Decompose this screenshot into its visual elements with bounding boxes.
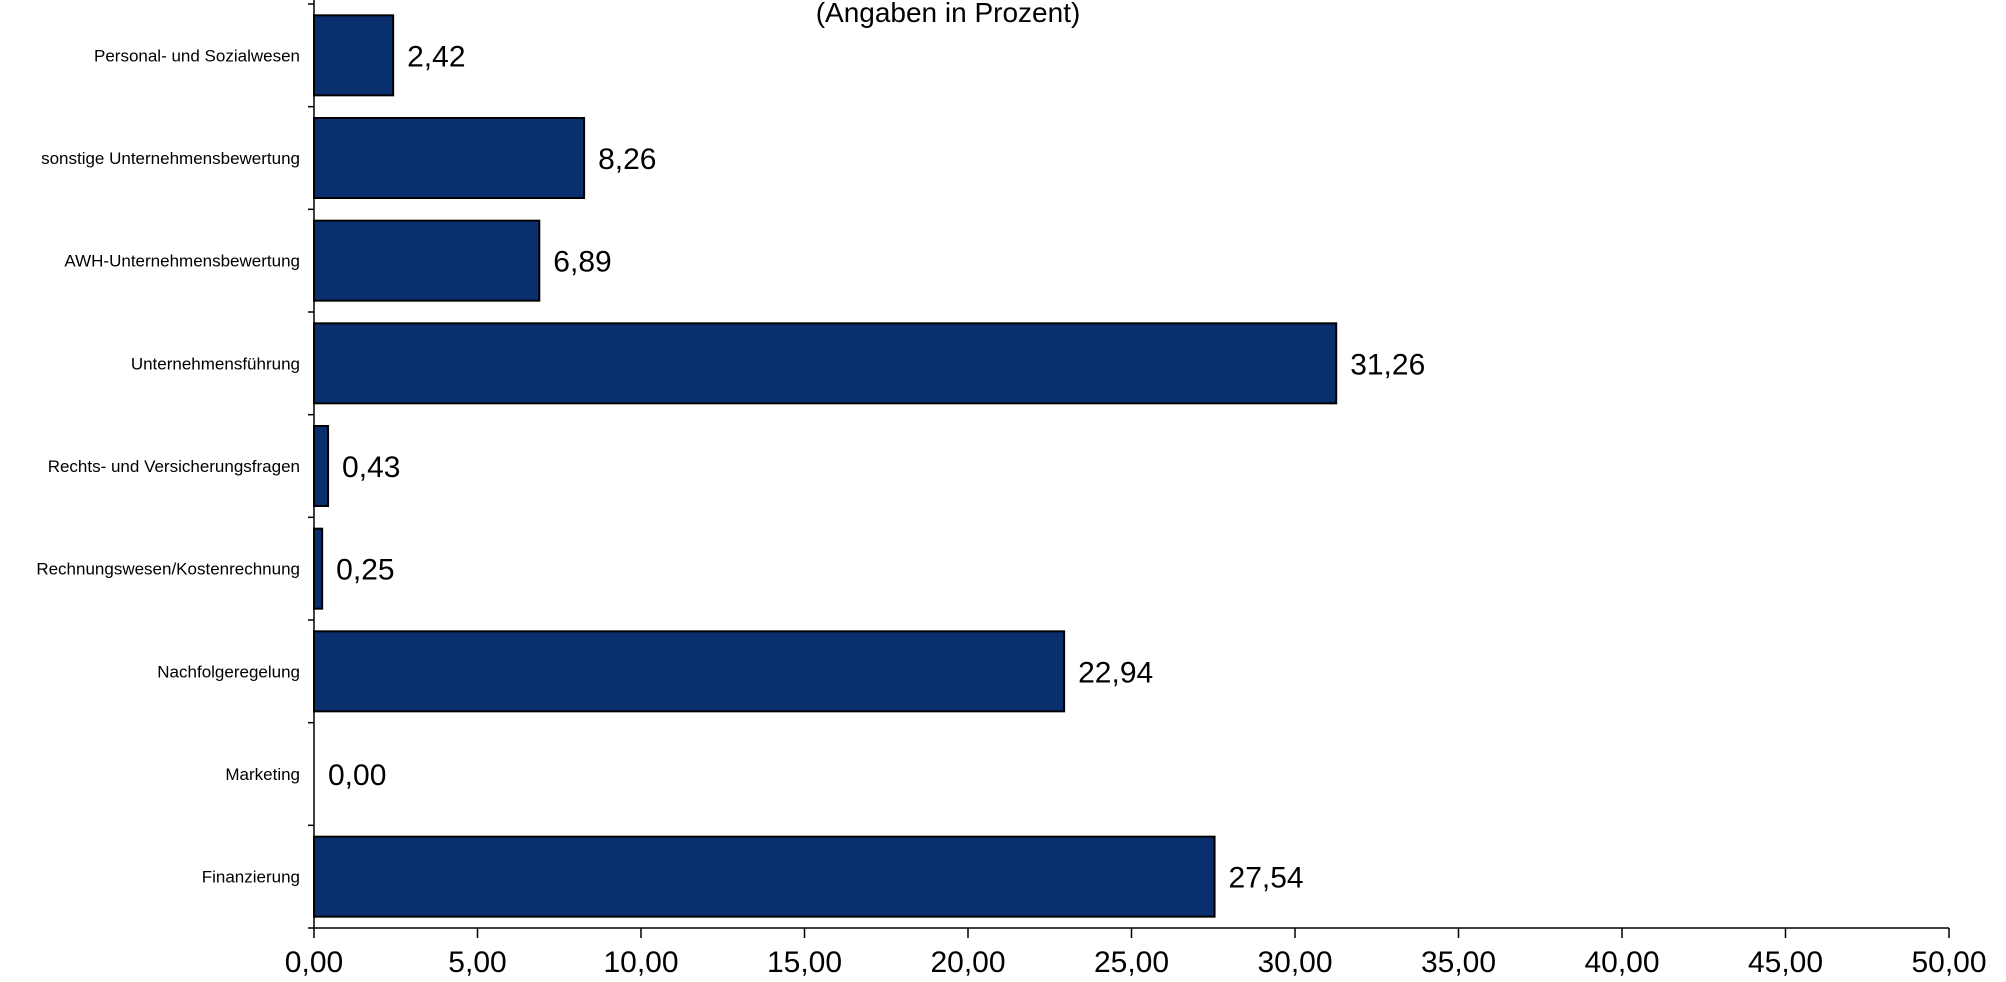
x-tick-label: 10,00 <box>603 946 678 979</box>
value-label: 6,89 <box>553 246 611 279</box>
x-tick-label: 35,00 <box>1421 946 1496 979</box>
axes-group: 0,00 5,00 10,00 15,00 20,00 25,00 30,00 35,00 40… <box>285 0 1987 979</box>
category-label: Nachfolgeregelung <box>157 662 300 681</box>
bar <box>313 630 1066 713</box>
category-label: Finanzierung <box>202 868 300 887</box>
chart-subtitle: (Angaben in Prozent) <box>816 0 1081 28</box>
value-label: 0,00 <box>328 759 386 792</box>
category-label: Marketing <box>225 765 300 784</box>
value-labels-group: 2,42 8,26 6,89 31,26 0,43 0,25 22,94 0,00 27,54 <box>328 40 1425 894</box>
x-tick-label: 5,00 <box>448 946 506 979</box>
value-label: 8,26 <box>598 143 656 176</box>
category-label: AWH-Unternehmensbewertung <box>64 252 300 271</box>
bar <box>313 117 586 199</box>
x-tick-label: 15,00 <box>767 946 842 979</box>
category-label: Rechnungswesen/Kostenrechnung <box>36 560 300 579</box>
x-tick-label: 0,00 <box>285 946 343 979</box>
value-label: 27,54 <box>1229 862 1304 895</box>
bar <box>313 527 324 610</box>
value-label: 31,26 <box>1350 348 1425 381</box>
bar <box>313 322 1338 405</box>
category-labels-group: Personal- und Sozialwesen sonstige Untern… <box>36 46 300 886</box>
bar <box>313 219 541 302</box>
x-tick-label: 40,00 <box>1584 946 1659 979</box>
value-label: 0,25 <box>336 554 394 587</box>
bar <box>313 14 395 97</box>
value-label: 2,42 <box>407 40 465 73</box>
category-label: Unternehmensführung <box>131 354 300 373</box>
x-tick-label: 20,00 <box>930 946 1005 979</box>
bar <box>313 425 330 507</box>
x-tick-label: 25,00 <box>1094 946 1169 979</box>
x-tick-label: 30,00 <box>1257 946 1332 979</box>
x-tick-label: 50,00 <box>1911 946 1986 979</box>
value-label: 22,94 <box>1078 656 1153 689</box>
value-label: 0,43 <box>342 451 400 484</box>
category-label: sonstige Unternehmensbewertung <box>41 149 300 168</box>
bars-group <box>313 14 1338 918</box>
category-label: Personal- und Sozialwesen <box>94 46 300 65</box>
x-tick-label: 45,00 <box>1748 946 1823 979</box>
category-label: Rechts- und Versicherungsfragen <box>48 457 300 476</box>
bar <box>313 835 1216 918</box>
